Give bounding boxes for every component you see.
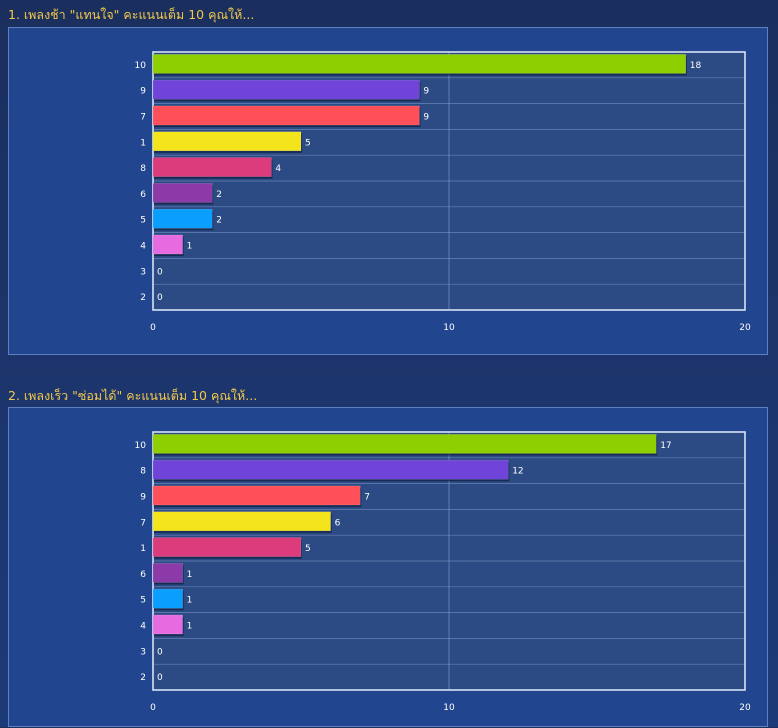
category-label: 4 (140, 242, 146, 252)
category-label: 1 (140, 138, 146, 148)
data-label: 9 (423, 87, 429, 97)
data-label: 0 (157, 647, 163, 657)
x-tick-label: 20 (739, 703, 751, 713)
data-label: 5 (305, 138, 311, 148)
bar (152, 511, 331, 532)
category-label: 9 (140, 87, 146, 97)
data-label: 0 (157, 673, 163, 683)
data-label: 2 (216, 190, 222, 200)
category-label: 9 (140, 493, 146, 503)
category-label: 7 (140, 113, 146, 123)
bar (152, 434, 657, 454)
category-label: 3 (140, 647, 146, 657)
category-label: 5 (140, 596, 146, 606)
plot-frame (152, 51, 746, 311)
chart-1-svg: 10 189 97 91 58 46 25 24 13 02 00 10 20 (135, 51, 751, 333)
category-label: 8 (140, 164, 146, 174)
chart-2-panel: 10 17 8 12 9 7 7 6 1 5 6 1 5 1 4 1 3 0 2 0 0 10 20 (8, 407, 768, 727)
category-label: 4 (140, 622, 146, 632)
bar (152, 563, 183, 583)
category-label: 6 (140, 570, 146, 580)
data-label: 5 (305, 544, 311, 554)
data-label: 17 (660, 441, 671, 451)
chart-1-panel: 10 18 9 9 7 9 1 5 8 4 6 2 5 2 4 1 3 0 2 0 0 10 20 (8, 27, 768, 355)
x-tick-label: 20 (739, 323, 751, 333)
chart-1-title: 1. เพลงช้า "แทนใจ" คะแนนเต็ม 10 คุณให้..… (8, 7, 255, 22)
x-tick-label: 10 (443, 323, 455, 333)
category-label: 6 (140, 190, 146, 200)
bar (152, 157, 272, 177)
category-label: 1 (140, 544, 146, 554)
bar (152, 183, 213, 203)
data-label: 18 (690, 61, 702, 71)
category-label: 2 (140, 673, 146, 683)
category-label: 10 (135, 61, 147, 71)
bar (152, 459, 509, 480)
bar (152, 208, 213, 229)
data-label: 1 (187, 242, 193, 252)
category-label: 5 (140, 216, 146, 226)
data-label: 2 (216, 216, 222, 226)
data-label: 1 (187, 596, 193, 606)
bar (152, 588, 183, 609)
plot-frame (152, 431, 746, 691)
category-label: 3 (140, 267, 146, 277)
x-tick-label: 0 (150, 703, 156, 713)
data-label: 4 (275, 164, 281, 174)
bar (152, 234, 183, 255)
bar (152, 105, 420, 126)
category-label: 8 (140, 467, 146, 477)
data-label: 0 (157, 293, 163, 303)
chart-2-title: 2. เพลงเร็ว "ซ่อมได้" คะแนนเต็ม 10 คุณให… (8, 388, 258, 403)
category-label: 2 (140, 293, 146, 303)
data-label: 6 (335, 518, 341, 528)
bar (152, 537, 302, 557)
bar (152, 485, 361, 506)
chart-2-svg: 10 178 129 77 61 56 15 14 13 02 00 10 20 (135, 431, 751, 713)
data-label: 9 (423, 113, 429, 123)
data-label: 12 (512, 467, 523, 477)
data-label: 7 (364, 493, 370, 503)
bar (152, 131, 302, 152)
bar (152, 79, 420, 100)
category-label: 10 (135, 441, 147, 451)
bar (152, 54, 687, 74)
category-label: 7 (140, 518, 146, 528)
data-label: 1 (187, 570, 193, 580)
data-label: 0 (157, 267, 163, 277)
bar (152, 614, 183, 635)
x-tick-label: 10 (443, 703, 455, 713)
data-label: 1 (187, 622, 193, 632)
x-tick-label: 0 (150, 323, 156, 333)
